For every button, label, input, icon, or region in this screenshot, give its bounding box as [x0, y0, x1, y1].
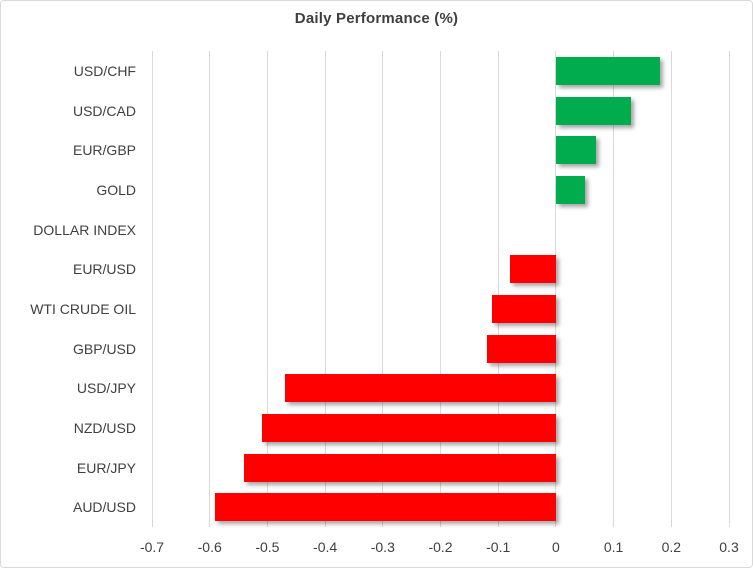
x-tick-label: 0.3 — [719, 539, 739, 555]
x-tick-label: -0.1 — [486, 539, 511, 555]
y-axis-category-labels: USD/CHF USD/CAD EUR/GBP GOLD DOLLAR INDEX EUR… — [1, 51, 136, 527]
category-label-dollar-index: DOLLAR INDEX — [33, 221, 136, 238]
category-label-usd-jpy: USD/JPY — [76, 380, 136, 397]
x-tick-label: 0.2 — [661, 539, 682, 555]
gridline — [209, 51, 211, 527]
x-tick-label: -0.3 — [370, 539, 395, 555]
category-label-aud-usd: AUD/USD — [72, 499, 136, 516]
category-label-eur-usd: EUR/USD — [72, 261, 136, 278]
bar-usd-cad — [555, 96, 631, 125]
x-tick-label: 0.1 — [603, 539, 624, 555]
gridline — [497, 51, 499, 527]
bar-wti-crude-oil — [492, 294, 556, 323]
bar-gold — [555, 175, 585, 204]
bar-gbp-usd — [486, 334, 556, 363]
category-label-usd-cad: USD/CAD — [72, 102, 136, 119]
gridline — [440, 51, 441, 527]
x-tick-label: 0 — [551, 539, 560, 555]
x-axis: -0.7 -0.6 -0.5 -0.4 -0.3 -0.2 -0.1 0 0.1 0.2 0.3 — [1, 539, 752, 557]
category-label-eur-jpy: EUR/JPY — [76, 459, 136, 476]
bar-eur-usd — [509, 255, 556, 284]
x-tick-label: -0.2 — [428, 539, 453, 555]
category-label-usd-chf: USD/CHF — [73, 62, 136, 79]
x-tick-label: -0.7 — [139, 539, 165, 555]
gridline — [728, 51, 730, 527]
bar-eur-gbp — [555, 136, 597, 165]
gridline — [324, 51, 326, 527]
x-tick-label: -0.5 — [255, 539, 280, 555]
x-tick-label: -0.6 — [197, 539, 222, 555]
gridline — [670, 51, 672, 527]
gridline — [266, 51, 268, 527]
bar-eur-jpy — [244, 453, 556, 482]
plot-area — [151, 51, 730, 527]
bar-nzd-usd — [261, 413, 556, 442]
category-label-wti-crude-oil: WTI CRUDE OIL — [30, 300, 136, 317]
category-label-eur-gbp: EUR/GBP — [72, 142, 136, 159]
bar-aud-usd — [215, 493, 556, 522]
gridline — [613, 51, 615, 527]
category-label-gold: GOLD — [96, 181, 136, 198]
gridline — [151, 51, 153, 527]
bar-usd-jpy — [284, 374, 556, 403]
gridline — [382, 51, 384, 527]
bar-usd-chf — [555, 56, 660, 85]
category-label-gbp-usd: GBP/USD — [72, 340, 136, 357]
gridline — [555, 51, 557, 527]
category-label-nzd-usd: NZD/USD — [73, 419, 136, 436]
chart-title: Daily Performance (%) — [294, 10, 459, 27]
x-tick-label: -0.4 — [313, 539, 338, 555]
